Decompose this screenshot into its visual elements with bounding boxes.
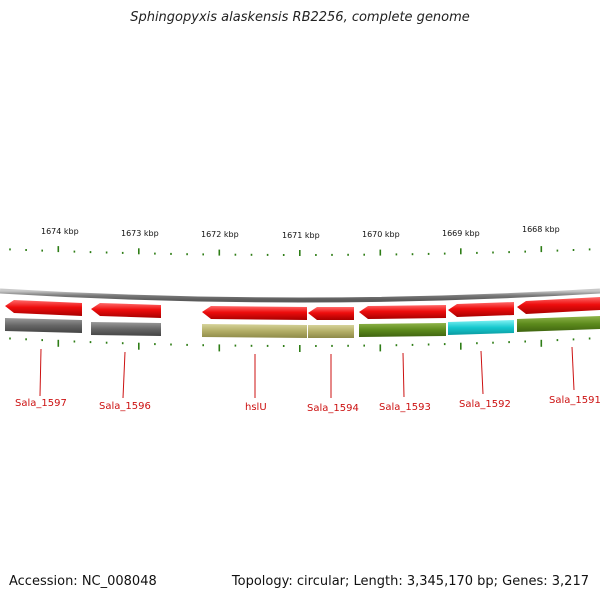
accession-text: Accession: NC_008048 <box>9 574 157 589</box>
feature-bar-hslu[interactable] <box>202 324 307 338</box>
leader-line <box>402 352 405 398</box>
leader-line <box>571 346 575 391</box>
gene-labels: Sala_1597 Sala_1596 hslU Sala_1594 Sala_… <box>15 346 600 414</box>
inner-scale-ticks <box>9 337 591 352</box>
feature-bar-sala-1593[interactable] <box>359 323 446 337</box>
scale-label: 1674 kbp <box>41 227 79 236</box>
gene-label[interactable]: Sala_1592 <box>459 399 511 410</box>
feature-track <box>5 316 600 338</box>
genome-summary-text: Topology: circular; Length: 3,345,170 bp… <box>231 574 589 589</box>
cds-arrow-sala-1594[interactable] <box>308 307 354 320</box>
leader-line <box>480 350 484 395</box>
scale-labels: 1674 kbp 1673 kbp 1672 kbp 1671 kbp 1670… <box>41 225 560 240</box>
gene-label[interactable]: Sala_1594 <box>307 403 359 414</box>
gene-label[interactable]: Sala_1593 <box>379 402 431 413</box>
genome-backbone <box>0 288 600 303</box>
cds-arrow-sala-1596[interactable] <box>91 303 161 318</box>
gene-label[interactable]: Sala_1596 <box>99 401 151 412</box>
scale-label: 1673 kbp <box>121 229 159 238</box>
leader-line <box>39 348 42 397</box>
scale-label: 1669 kbp <box>442 229 480 238</box>
leader-line <box>122 351 126 399</box>
cds-arrow-sala-1593[interactable] <box>359 305 446 319</box>
scale-label: 1671 kbp <box>282 231 320 240</box>
gene-label[interactable]: Sala_1591 <box>549 395 600 406</box>
outer-scale-ticks <box>9 246 591 256</box>
scale-label: 1670 kbp <box>362 230 400 239</box>
scale-label: 1668 kbp <box>522 225 560 234</box>
feature-bar-sala-1596[interactable] <box>91 322 161 336</box>
cds-arrow-sala-1597[interactable] <box>5 300 82 316</box>
gene-label[interactable]: hslU <box>245 402 267 413</box>
feature-bar-sala-1591[interactable] <box>517 316 600 332</box>
scale-label: 1672 kbp <box>201 230 239 239</box>
feature-bar-sala-1592[interactable] <box>448 320 514 335</box>
map-title: Sphingopyxis alaskensis RB2256, complete… <box>130 10 470 25</box>
feature-bar-sala-1594[interactable] <box>308 325 354 338</box>
cds-arrow-sala-1592[interactable] <box>448 302 514 317</box>
cds-arrow-sala-1591[interactable] <box>517 297 600 314</box>
cds-arrow-hslu[interactable] <box>202 306 307 320</box>
gene-label[interactable]: Sala_1597 <box>15 398 67 409</box>
cds-track <box>5 297 600 320</box>
feature-bar-sala-1597[interactable] <box>5 318 82 333</box>
